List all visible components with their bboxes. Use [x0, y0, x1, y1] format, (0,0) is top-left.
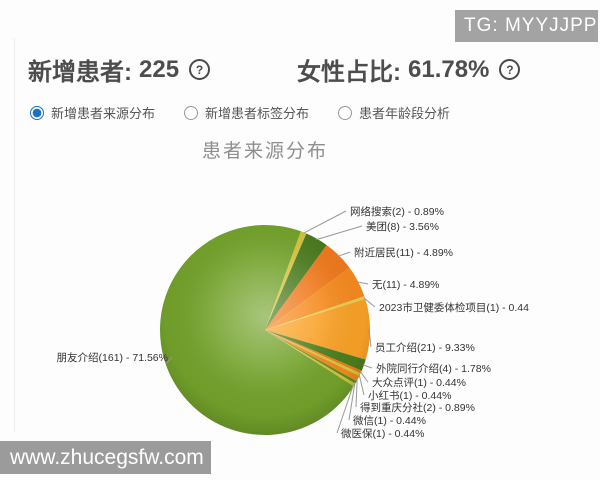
pie-label: 微医保(1) - 0.44%: [341, 427, 424, 440]
metric-new-patients-label: 新增患者:: [28, 59, 132, 86]
metric-new-patients: 新增患者: 225 ?: [28, 52, 211, 87]
tg-badge: TG: MYYJJPP: [455, 10, 598, 42]
help-question-icon[interactable]: ?: [189, 59, 211, 80]
pie-label: 附近居民(11) - 4.89%: [354, 246, 453, 259]
radio-label: 新增患者标签分布: [205, 106, 310, 121]
pie-label-line: [316, 225, 363, 241]
radio-patient-age-analysis[interactable]: 患者年龄段分析: [338, 103, 450, 122]
radio-patient-tag-distribution[interactable]: 新增患者标签分布: [184, 103, 309, 122]
pie-label: 美团(8) - 3.56%: [366, 220, 439, 233]
metric-female-ratio-label: 女性占比:: [297, 59, 401, 86]
pie-label-line: [363, 297, 376, 308]
pie-label: 员工介绍(21) - 9.33%: [375, 341, 475, 354]
pie-label-line: [336, 384, 355, 434]
pie-label-line: [357, 281, 369, 285]
pie-label-line: [166, 356, 173, 364]
pie-label: 网络搜索(2) - 0.89%: [350, 205, 444, 218]
pie-label: 2023市卫健委体检项目(1) - 0.44: [379, 301, 529, 314]
pie-label: 无(11) - 4.89%: [372, 279, 440, 291]
pie-label-line: [338, 251, 351, 257]
pie-label: 朋友介绍(161) - 71.56%: [57, 351, 168, 364]
pie-label-line: [348, 381, 356, 421]
pie-label-line: [368, 329, 372, 348]
radio-patient-source-distribution[interactable]: 新增患者来源分布: [30, 103, 155, 122]
pie-label: 大众点评(1) - 0.44%: [372, 376, 466, 389]
metric-female-ratio: 女性占比: 61.78% ?: [297, 52, 521, 87]
pie-label-line: [359, 371, 369, 383]
help-question-icon[interactable]: ?: [499, 59, 521, 80]
watermark-url: www.zhucegsfw.com: [0, 441, 211, 474]
metric-female-ratio-value: 61.78%: [408, 55, 490, 83]
pie-label: 得到重庆分社(2) - 0.89%: [360, 401, 475, 414]
pie-label-line: [355, 378, 358, 408]
pie-label-line: [362, 364, 373, 369]
radio-label: 患者年龄段分析: [359, 106, 451, 121]
radio-unselected-icon: [184, 105, 199, 120]
radio-selected-icon: [30, 105, 44, 120]
card-left-edge: [14, 38, 15, 432]
pie-label-line: [358, 374, 365, 396]
pie-label: 小红书(1) - 0.44%: [368, 389, 451, 402]
pie-label-line: [303, 210, 347, 234]
chart-type-radio-group: 新增患者来源分布 新增患者标签分布 患者年龄段分析: [30, 103, 450, 122]
pie-label: 外院同行介绍(4) - 1.78%: [376, 362, 491, 375]
radio-unselected-icon: [338, 105, 353, 120]
metric-new-patients-value: 225: [139, 55, 180, 83]
chart-title: 患者来源分布: [201, 141, 328, 162]
pie-label: 微信(1) - 0.44%: [353, 414, 426, 427]
radio-label: 新增患者来源分布: [51, 106, 156, 121]
